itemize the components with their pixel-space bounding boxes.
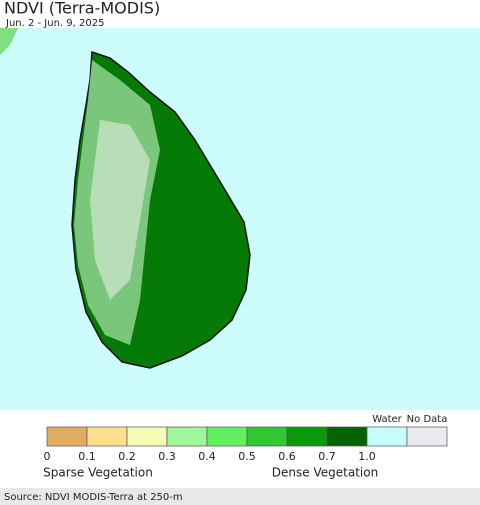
legend-tick: 0.4 (198, 450, 216, 463)
legend-swatch (126, 426, 168, 447)
subtitle: Jun. 2 - Jun. 9, 2025 (5, 18, 104, 29)
low-label: Sparse Vegetation (43, 466, 153, 480)
legend-swatch (286, 426, 328, 447)
legend-tick: 1.0 (358, 450, 376, 463)
legend-tick: 0.2 (118, 450, 136, 463)
legend-tick: 0.3 (158, 450, 176, 463)
title: NDVI (Terra-MODIS) (4, 0, 160, 18)
source: Source: NDVI MODIS-Terra at 250-m (4, 492, 183, 503)
footer-bar (0, 488, 480, 505)
legend-extra-label: No Data (407, 414, 448, 425)
legend-tick: 0.7 (318, 450, 336, 463)
legend: 0 0.1 0.2 0.3 0.4 0.5 0.6 0.7 1.0 Water No Data (44, 414, 448, 463)
legend-tick: 0.1 (78, 450, 96, 463)
legend-swatch (46, 426, 88, 447)
legend-swatch (166, 426, 208, 447)
legend-tick: 0 (44, 450, 51, 463)
legend-swatch (326, 426, 368, 447)
legend-extra-label: Water (372, 414, 402, 425)
high-label: Dense Vegetation (272, 466, 378, 480)
legend-swatch (86, 426, 128, 447)
bare-region (90, 120, 150, 300)
legend-swatch (406, 426, 448, 447)
legend-swatch (366, 426, 408, 447)
legend-tick: 0.6 (278, 450, 296, 463)
legend-swatch (206, 426, 248, 447)
india-coast (0, 28, 18, 55)
legend-swatch (246, 426, 288, 447)
legend-tick: 0.5 (238, 450, 256, 463)
